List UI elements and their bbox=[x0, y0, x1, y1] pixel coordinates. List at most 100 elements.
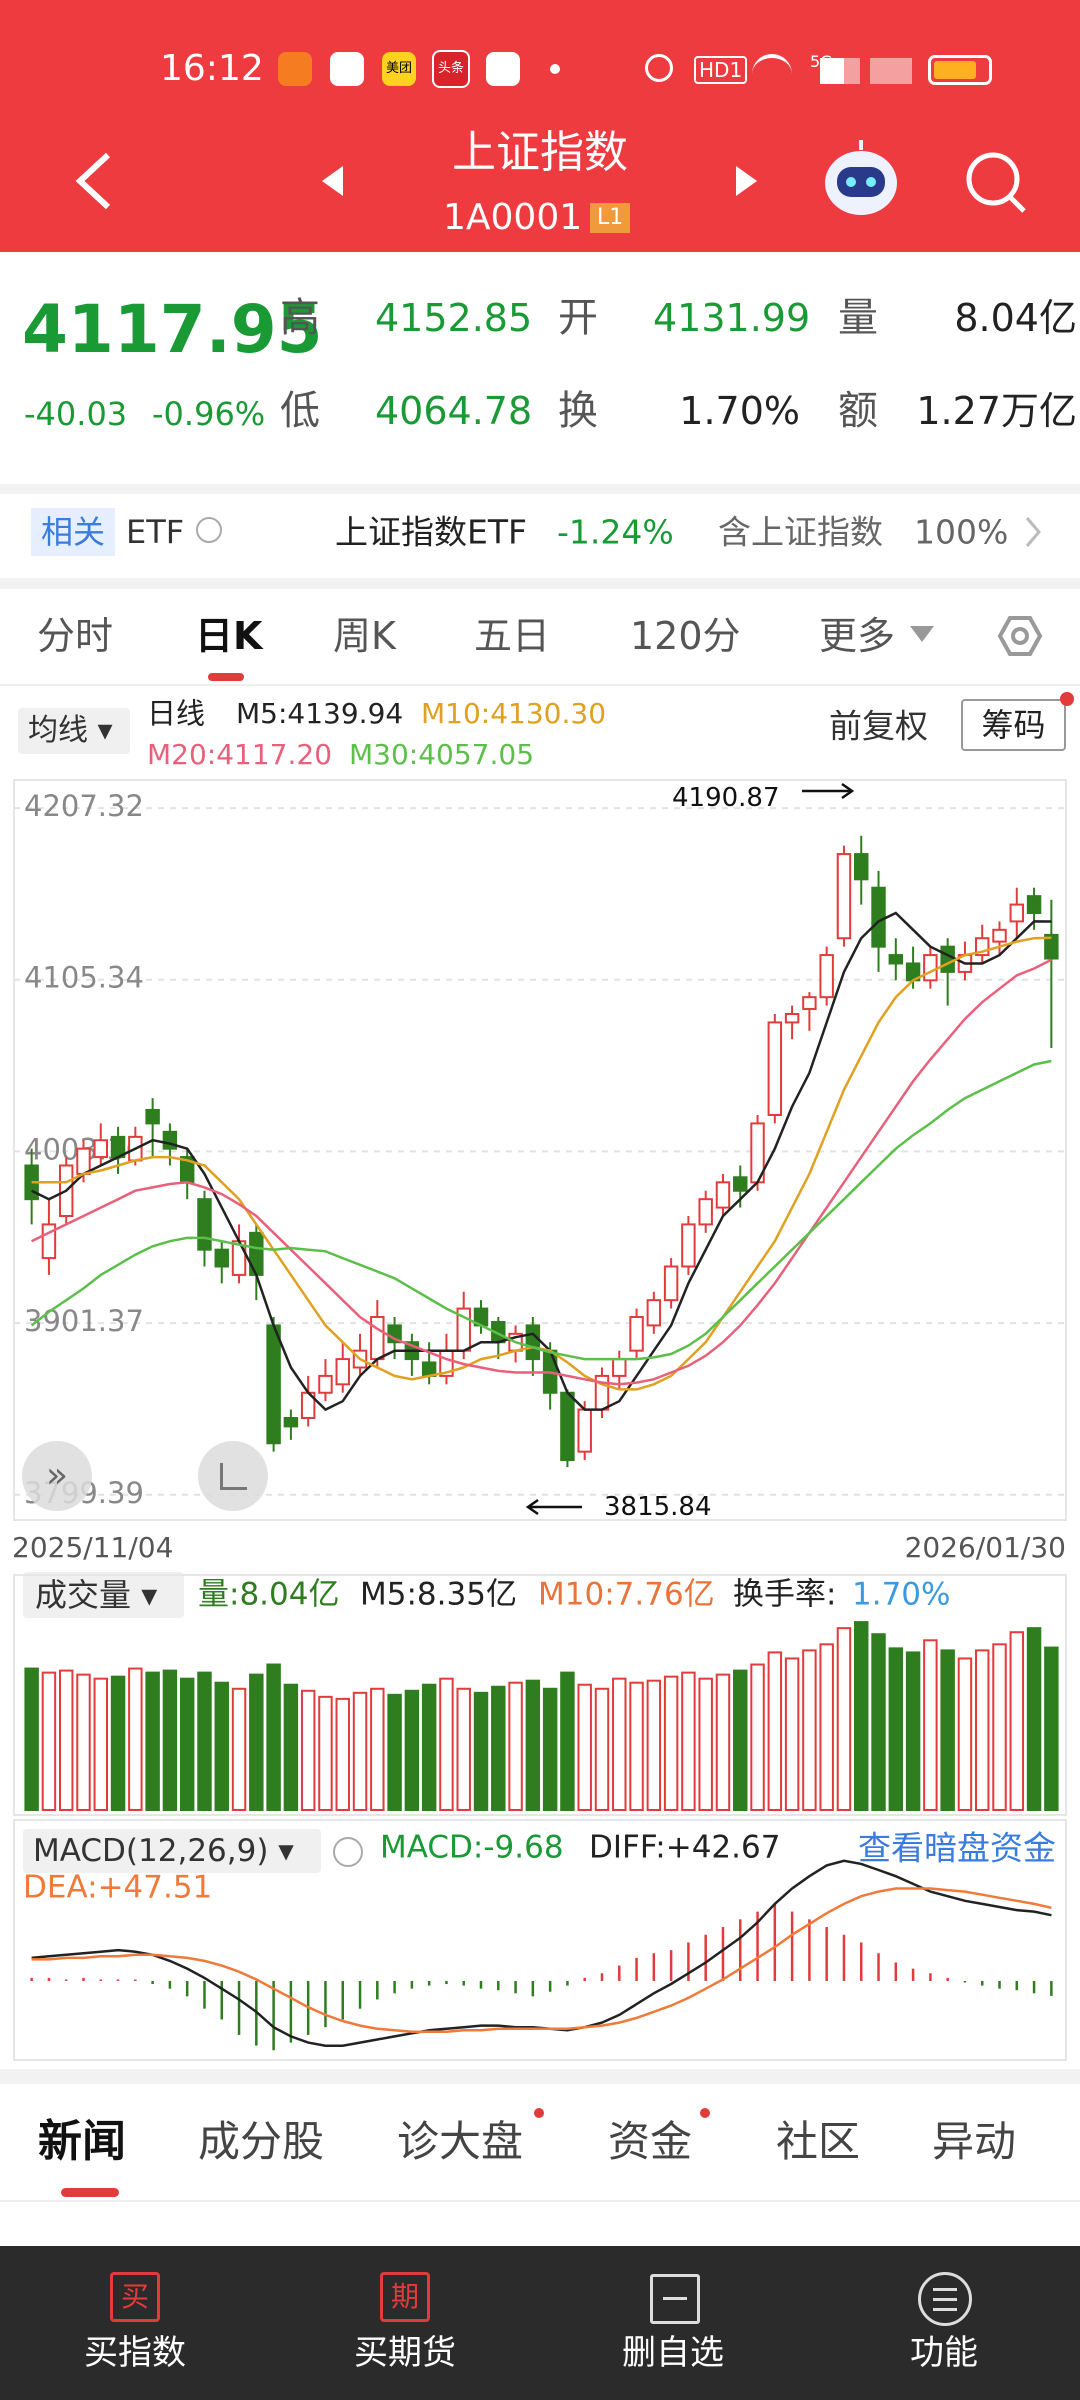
news-tab[interactable]: 成分股 bbox=[198, 2117, 325, 2166]
volume-bar bbox=[370, 1687, 385, 1811]
tab[interactable]: 五日 bbox=[474, 614, 551, 658]
help-icon[interactable] bbox=[196, 517, 222, 543]
volume-bar bbox=[231, 1687, 247, 1811]
volume-legend: 量:8.04亿 bbox=[198, 1576, 340, 1613]
y-tick-label: 4207.32 bbox=[24, 789, 144, 823]
volume-bar bbox=[1044, 1646, 1059, 1812]
candle-body bbox=[249, 1231, 264, 1276]
volume-bar bbox=[854, 1621, 869, 1812]
help-icon[interactable] bbox=[333, 1837, 363, 1867]
etf-label: ETF bbox=[126, 513, 185, 551]
news-tab[interactable]: 社区 bbox=[776, 2117, 861, 2166]
candle-body bbox=[957, 954, 973, 973]
etf-fund[interactable]: 上证指数ETF bbox=[335, 512, 527, 552]
candle-body bbox=[283, 1416, 299, 1428]
candle-body bbox=[525, 1324, 541, 1361]
volume-bar bbox=[612, 1677, 627, 1811]
prev-arrow[interactable] bbox=[322, 166, 343, 196]
volume-bar bbox=[41, 1671, 57, 1812]
tab[interactable]: 周K bbox=[333, 614, 396, 658]
settings-icon[interactable] bbox=[997, 616, 1043, 656]
volume-bar bbox=[819, 1643, 834, 1811]
alarm-icon bbox=[645, 54, 673, 82]
ma-legend: M5:4139.94 bbox=[236, 697, 404, 730]
nav-icon: 买 bbox=[110, 2272, 160, 2322]
app-icon bbox=[486, 52, 520, 86]
field-value: 4131.99 bbox=[653, 296, 811, 340]
nav-label[interactable]: 买期货 bbox=[354, 2333, 456, 2373]
volume-bar bbox=[836, 1627, 852, 1811]
volume-bar bbox=[421, 1683, 437, 1812]
turnover-label: 换手率: bbox=[733, 1576, 837, 1613]
macd-selector[interactable]: MACD(12,26,9) ▾ bbox=[23, 1829, 321, 1873]
y-tick-label: 4003.36 bbox=[24, 1132, 144, 1166]
next-arrow[interactable] bbox=[736, 166, 757, 196]
field-value: 4152.85 bbox=[375, 296, 533, 340]
candle-body bbox=[577, 1408, 592, 1453]
app-icon bbox=[330, 52, 364, 86]
volume-bar bbox=[681, 1671, 696, 1812]
macd-selector-label: MACD(12,26,9) bbox=[33, 1833, 269, 1869]
candle-body bbox=[58, 1164, 74, 1217]
news-tab[interactable]: 资金 bbox=[608, 2117, 693, 2166]
adjust[interactable]: 前复权 bbox=[829, 706, 928, 746]
candle-body bbox=[404, 1341, 420, 1361]
dot bbox=[550, 64, 560, 74]
dark-pool-link[interactable]: 查看暗盘资金 bbox=[858, 1828, 1056, 1868]
tab[interactable]: 分时 bbox=[37, 614, 114, 658]
robot-icon[interactable] bbox=[825, 140, 897, 215]
nav-label[interactable]: 买指数 bbox=[84, 2333, 186, 2373]
candle-body bbox=[542, 1349, 558, 1394]
expand-button[interactable]: » bbox=[22, 1441, 92, 1511]
candle-body bbox=[456, 1307, 471, 1352]
search-icon[interactable] bbox=[966, 152, 1026, 213]
candle-body bbox=[992, 928, 1007, 943]
tab-active[interactable]: 日K bbox=[195, 614, 263, 658]
app-icon: 美团 bbox=[382, 52, 416, 86]
candle-body bbox=[508, 1332, 523, 1352]
back-arrow[interactable] bbox=[75, 152, 111, 210]
news-tab[interactable]: 诊大盘 bbox=[397, 2117, 524, 2166]
low-annotation: 3815.84 bbox=[604, 1492, 712, 1522]
volume-selector[interactable]: 成交量 ▾ bbox=[23, 1572, 184, 1618]
news-tab-active[interactable]: 新闻 bbox=[38, 2116, 126, 2167]
etf-chevron bbox=[1025, 517, 1041, 547]
chips-button[interactable]: 筹码 bbox=[961, 699, 1066, 751]
y-tick-label: 4105.34 bbox=[24, 961, 144, 995]
diff-legend: DIFF:+42.67 bbox=[589, 1829, 781, 1866]
volume-selector-label: 成交量 bbox=[35, 1576, 132, 1614]
ma-selector[interactable]: 均线 ▾ bbox=[18, 708, 130, 754]
volume-legend: M10:7.76亿 bbox=[538, 1576, 715, 1613]
tab[interactable]: 120分 bbox=[630, 614, 741, 658]
candle-body bbox=[715, 1181, 731, 1209]
volume-bar bbox=[508, 1681, 523, 1811]
field-value: 8.04亿 bbox=[954, 296, 1077, 340]
divider bbox=[0, 2200, 1080, 2202]
nav-label[interactable]: 功能 bbox=[910, 2333, 978, 2373]
header-bg bbox=[0, 0, 1080, 252]
volume-bar bbox=[767, 1651, 783, 1812]
volume-bar bbox=[197, 1671, 212, 1812]
tab[interactable]: 更多 bbox=[819, 614, 896, 658]
volume-bar bbox=[940, 1649, 955, 1811]
volume-bar bbox=[1009, 1631, 1025, 1812]
volume-bar bbox=[283, 1683, 299, 1812]
volume-bar bbox=[110, 1675, 126, 1812]
fullscreen-button[interactable] bbox=[198, 1441, 268, 1511]
candle-body bbox=[318, 1374, 333, 1394]
volume-bar bbox=[560, 1671, 575, 1812]
candle-body bbox=[819, 954, 834, 999]
candle-body bbox=[352, 1349, 368, 1369]
ma-line bbox=[31, 958, 1052, 1386]
news-tab[interactable]: 异动 bbox=[932, 2117, 1017, 2166]
candle-body bbox=[923, 954, 938, 982]
nav-label[interactable]: 删自选 bbox=[622, 2333, 724, 2373]
volume-bar bbox=[214, 1681, 229, 1811]
bottom-nav bbox=[0, 2246, 1080, 2400]
volume-bar bbox=[1026, 1627, 1042, 1811]
candle-body bbox=[491, 1321, 506, 1344]
volume-bar bbox=[957, 1657, 973, 1811]
volume-bar bbox=[335, 1697, 350, 1812]
volume-bar bbox=[76, 1673, 91, 1812]
